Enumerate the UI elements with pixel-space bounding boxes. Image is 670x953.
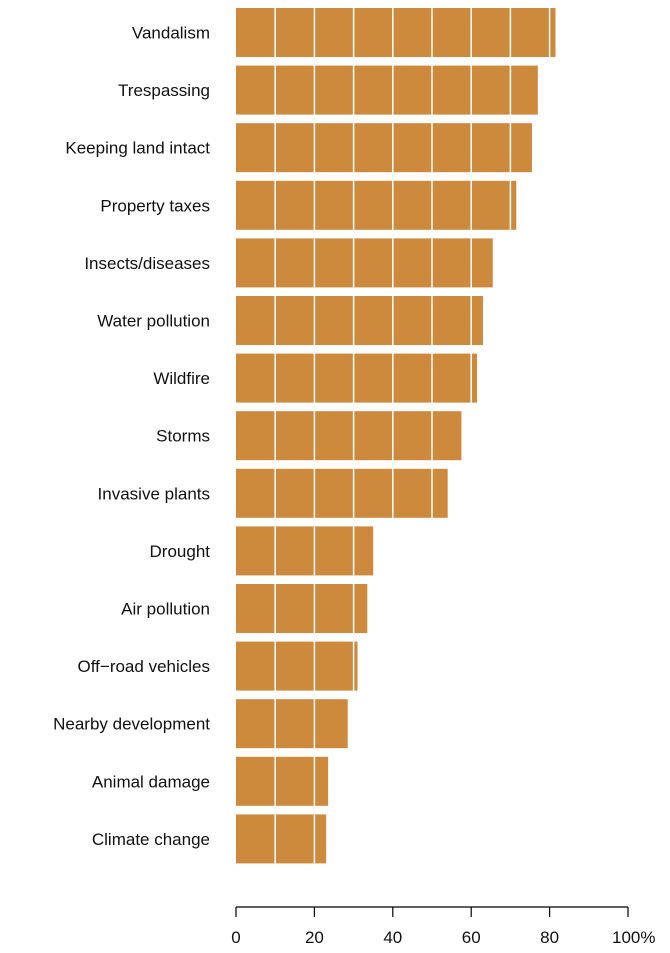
- category-label: Property taxes: [100, 196, 210, 215]
- bar: [236, 526, 374, 576]
- category-label: Insects/diseases: [84, 254, 210, 273]
- category-label: Invasive plants: [98, 484, 210, 503]
- category-label: Animal damage: [92, 772, 210, 791]
- category-label: Vandalism: [132, 24, 210, 43]
- category-label: Trespassing: [118, 81, 210, 100]
- x-axis: 0 20 40 60 80 100%: [231, 906, 655, 947]
- bar: [236, 468, 448, 518]
- bar: [236, 296, 483, 345]
- x-tick-label: 60: [462, 928, 481, 947]
- x-tick-label: 20: [305, 928, 324, 947]
- bar: [236, 584, 368, 633]
- category-label: Nearby development: [53, 715, 210, 734]
- bar: [236, 238, 493, 288]
- bar: [236, 411, 462, 461]
- bar: [236, 123, 532, 173]
- x-tick-label: 100%: [612, 928, 655, 947]
- bar: [236, 699, 348, 749]
- x-tick-label: 80: [540, 928, 559, 947]
- category-label: Off−road vehicles: [78, 657, 210, 676]
- grid-group: [274, 8, 551, 864]
- category-label: Wildfire: [153, 369, 210, 388]
- bar: [236, 65, 538, 115]
- bar: [236, 814, 327, 864]
- category-label: Air pollution: [121, 600, 210, 619]
- bars-group: [236, 8, 556, 864]
- category-label: Water pollution: [97, 312, 210, 331]
- category-label: Storms: [156, 427, 210, 446]
- bar: [236, 353, 478, 403]
- category-labels-group: Vandalism Trespassing Keeping land intact P…: [53, 24, 210, 849]
- x-tick-label: 0: [231, 928, 240, 947]
- bar: [236, 641, 358, 691]
- category-label: Drought: [150, 542, 211, 561]
- bar: [236, 756, 329, 806]
- bar: [236, 8, 556, 57]
- category-label: Climate change: [92, 830, 210, 849]
- bar: [236, 180, 517, 230]
- x-tick-label: 40: [383, 928, 402, 947]
- category-label: Keeping land intact: [65, 139, 210, 158]
